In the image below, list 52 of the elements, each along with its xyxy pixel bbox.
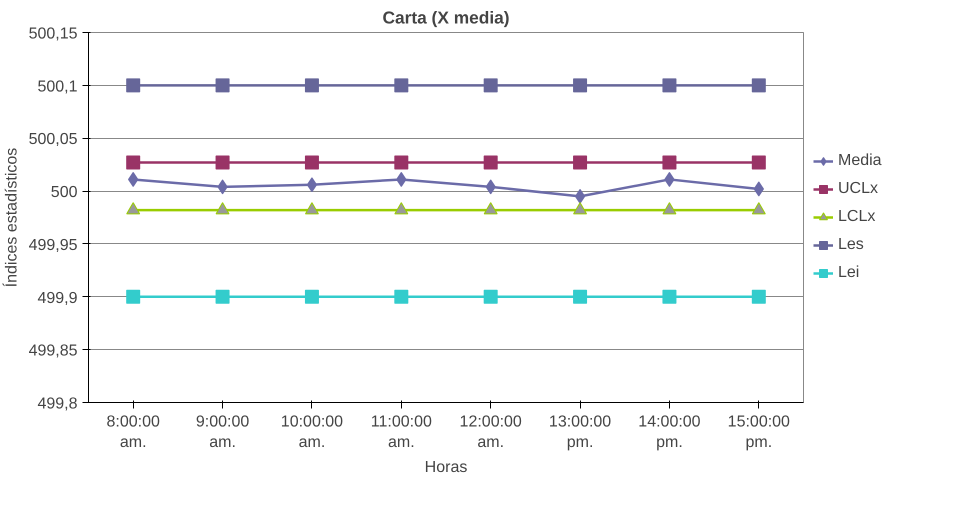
chart-title: Carta (X media) bbox=[382, 8, 510, 28]
point bbox=[304, 78, 319, 92]
x-axis-title: Horas bbox=[424, 458, 468, 476]
y-tick-label: 499,9 bbox=[37, 290, 78, 307]
x-tick-label: 13:00:00 pm. bbox=[548, 414, 612, 451]
y-tick-label: 500 bbox=[50, 184, 78, 202]
x-tick-label: 10:00:00 am. bbox=[280, 414, 344, 451]
point bbox=[752, 78, 766, 92]
point bbox=[126, 78, 140, 92]
x-tick-label: 8:00:00 am. bbox=[106, 414, 160, 451]
legend-label: Les bbox=[838, 236, 864, 254]
point bbox=[662, 290, 676, 304]
point bbox=[394, 290, 408, 304]
y-tick-label: 500,1 bbox=[37, 78, 78, 96]
point bbox=[484, 290, 498, 304]
point bbox=[126, 156, 140, 170]
point bbox=[752, 290, 766, 304]
y-tick-label: 500,15 bbox=[28, 26, 78, 42]
point bbox=[664, 172, 675, 187]
point bbox=[573, 78, 588, 92]
x-tick-label: 15:00:00 pm. bbox=[728, 414, 790, 451]
point bbox=[484, 156, 498, 170]
point bbox=[573, 290, 588, 304]
point bbox=[574, 188, 586, 204]
point bbox=[304, 290, 319, 304]
point bbox=[306, 177, 318, 192]
y-tick-label: 499,8 bbox=[37, 396, 78, 412]
legend-label: LCLx bbox=[838, 208, 876, 226]
x-tick-label: 9:00:00 am. bbox=[196, 414, 250, 451]
x-tick-label: 14:00:00 pm. bbox=[638, 414, 701, 451]
y-tick-label: 499,95 bbox=[28, 236, 78, 254]
point bbox=[573, 156, 588, 170]
legend-label: Media bbox=[838, 152, 882, 170]
x-tick-label: 12:00:00 am. bbox=[460, 414, 522, 451]
point bbox=[662, 78, 676, 92]
point bbox=[662, 156, 676, 170]
point bbox=[217, 179, 228, 194]
y-tick-label: 499,85 bbox=[28, 342, 78, 360]
x-tick-label: 11:00:00 am. bbox=[370, 414, 432, 451]
point bbox=[216, 156, 230, 170]
y-axis-title: Índices estadísticos bbox=[2, 148, 21, 288]
point bbox=[126, 290, 140, 304]
point bbox=[216, 290, 230, 304]
legend-label: UCLx bbox=[838, 180, 878, 198]
point bbox=[304, 156, 319, 170]
point bbox=[216, 78, 230, 92]
point bbox=[752, 156, 766, 170]
legend-label: Lei bbox=[838, 264, 860, 282]
point bbox=[484, 78, 498, 92]
point bbox=[394, 156, 408, 170]
point bbox=[394, 78, 408, 92]
y-tick-label: 500,05 bbox=[28, 131, 78, 148]
